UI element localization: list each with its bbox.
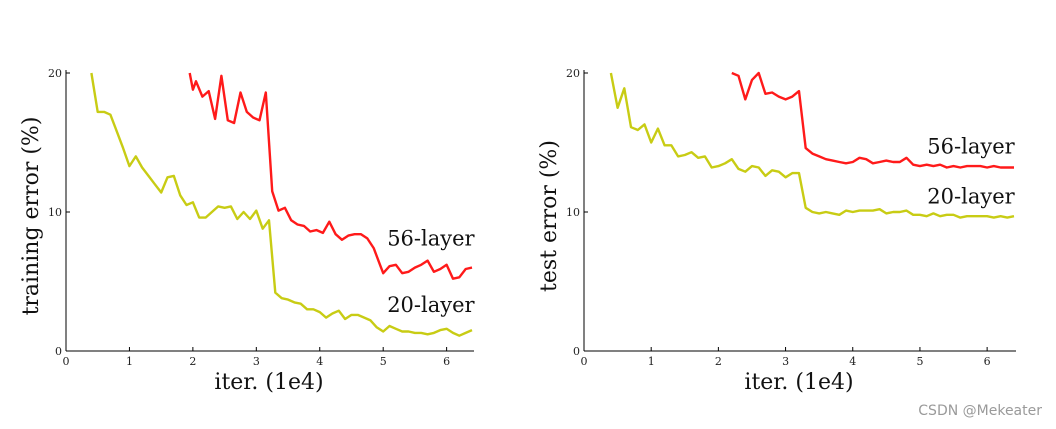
panel2-series-label-56-layer: 56-layer	[927, 135, 1015, 159]
panel1-x-tick-label: 2	[189, 355, 196, 368]
panel1-series-label-20-layer: 20-layer	[387, 293, 475, 317]
panel2-y-tick-label: 0	[573, 345, 580, 358]
panel2-x-tick-label: 0	[581, 355, 588, 368]
panel2-y-tick-label: 20	[566, 67, 580, 80]
panel1-y-tick-label: 0	[55, 345, 62, 358]
panel1-series-line-56-layer	[188, 72, 473, 280]
panel1-x-tick-label: 0	[63, 355, 70, 368]
panel1-x-axis-label: iter. (1e4)	[214, 370, 323, 395]
panel1-y-tick-label: 20	[48, 67, 62, 80]
panel1-x-tick-label: 1	[126, 355, 133, 368]
panel2-series-line-56-layer	[731, 71, 1014, 169]
panel2-x-tick-label: 5	[916, 355, 923, 368]
panel2-x-tick-label: 1	[648, 355, 655, 368]
panel2-y-axis-label: test error (%)	[537, 140, 562, 292]
panel2-x-tick-label: 6	[984, 355, 991, 368]
panel2-series-line-20-layer	[609, 72, 1015, 219]
panel1-series-label-56-layer: 56-layer	[387, 226, 475, 250]
panel1-y-tick-label: 10	[48, 206, 62, 219]
panel2-series-label-20-layer: 20-layer	[927, 185, 1015, 209]
panel1-x-tick-label: 4	[316, 355, 323, 368]
panel2-x-tick-label: 2	[715, 355, 722, 368]
panel1-x-tick-label: 6	[443, 355, 450, 368]
watermark: CSDN @Mekeater	[918, 403, 1042, 419]
panel2-x-tick-label: 3	[782, 355, 789, 368]
panel2-x-axis-label: iter. (1e4)	[744, 370, 853, 395]
panel1-series-line-20-layer	[90, 72, 473, 337]
panel1-x-tick-label: 5	[380, 355, 387, 368]
panel2-x-tick-label: 4	[849, 355, 856, 368]
panel1-y-axis-label: training error (%)	[19, 117, 44, 316]
panel1-x-tick-label: 3	[253, 355, 260, 368]
panel2-y-tick-label: 10	[566, 206, 580, 219]
